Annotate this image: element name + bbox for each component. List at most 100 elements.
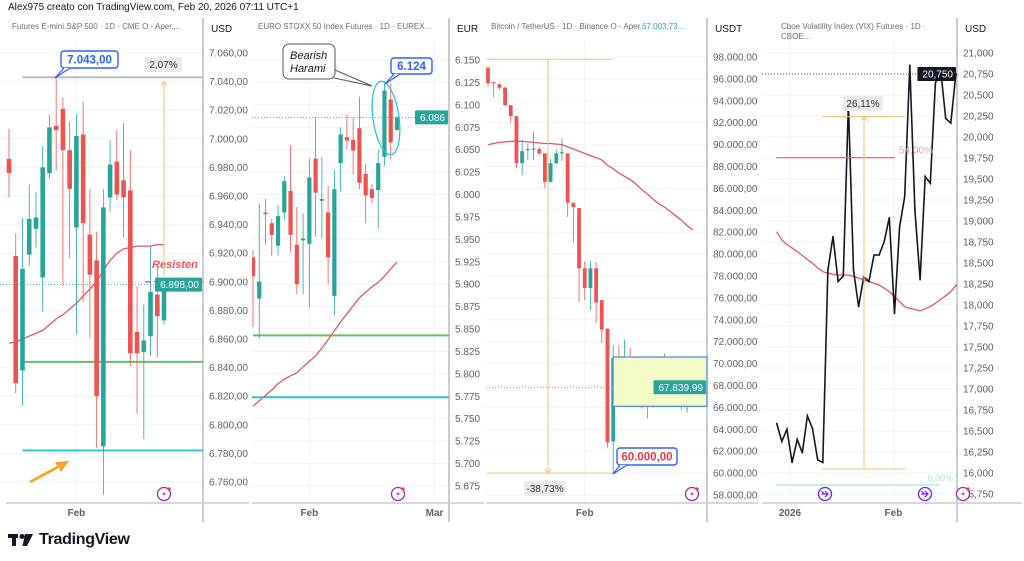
harami-highlight-ellipse[interactable]	[368, 80, 404, 157]
candle-down[interactable]	[594, 261, 599, 324]
candle-up[interactable]	[282, 176, 287, 221]
candle-down[interactable]	[537, 146, 542, 156]
candle-down[interactable]	[369, 183, 375, 204]
candle-down[interactable]	[53, 77, 59, 171]
low-callout-pointer	[612, 464, 628, 475]
candle-down[interactable]	[251, 250, 256, 328]
candle-down[interactable]	[121, 123, 126, 238]
candle-down[interactable]	[288, 145, 293, 252]
candle-down[interactable]	[94, 231, 99, 448]
lightning-icon[interactable]	[156, 486, 172, 502]
candle-down[interactable]	[13, 233, 19, 394]
candle-up[interactable]	[531, 131, 536, 160]
candle-down[interactable]	[543, 153, 547, 189]
candle-down[interactable]	[80, 101, 86, 302]
candle-down[interactable]	[263, 199, 268, 245]
panel-title-bitcoin[interactable]: Bitcoin / TetherUS · 1D · Binance O - Ap…	[491, 22, 696, 32]
plot-area[interactable]	[486, 65, 707, 474]
pattern-callout-box[interactable]	[282, 43, 336, 80]
candle-down[interactable]	[599, 300, 604, 343]
arrow-circle-icon[interactable]	[817, 486, 833, 502]
candle-down[interactable]	[134, 286, 140, 414]
candle-up[interactable]	[332, 170, 337, 316]
candle-down[interactable]	[87, 188, 93, 338]
candle-body	[525, 148, 530, 151]
candle-up[interactable]	[319, 156, 324, 239]
candle-down[interactable]	[357, 96, 362, 190]
chart-panel-1[interactable]: 6.150 6.125 6.100 6.075 6.050 6.025 6.000 5.975…	[251, 18, 484, 522]
candle-down[interactable]	[363, 164, 368, 224]
candle-down[interactable]	[6, 128, 12, 198]
candle-up[interactable]	[101, 188, 106, 495]
candle-down[interactable]	[388, 83, 393, 160]
candle-down[interactable]	[114, 130, 120, 201]
candle-down[interactable]	[571, 202, 576, 244]
chart-panel-3[interactable]: 21,000 20,750 20,500 20,250 20,000 19,750 19,5…	[762, 18, 1022, 522]
lightning-icon[interactable]	[955, 486, 971, 502]
candle-down[interactable]	[577, 208, 581, 303]
price-point	[903, 195, 906, 198]
candle-body	[269, 223, 274, 235]
candle-down[interactable]	[565, 153, 570, 217]
candle-up[interactable]	[107, 140, 113, 212]
plot-area[interactable]: Resisten	[0, 76, 203, 495]
candle-down[interactable]	[497, 83, 502, 90]
candle-up[interactable]	[74, 114, 79, 335]
price-line	[775, 65, 957, 464]
candle-down[interactable]	[344, 114, 349, 150]
candle-up[interactable]	[257, 203, 262, 339]
candle-up[interactable]	[40, 145, 45, 312]
candle-down[interactable]	[514, 116, 519, 168]
candle-down[interactable]	[326, 185, 331, 285]
candle-up[interactable]	[141, 304, 147, 440]
plot-area[interactable]	[251, 83, 449, 407]
tradingview-logo[interactable]: TradingView	[8, 531, 130, 549]
candle-down[interactable]	[67, 121, 72, 258]
candle-up[interactable]	[394, 116, 400, 131]
plot-area[interactable]	[762, 64, 964, 486]
high-callout-box[interactable]	[390, 57, 433, 75]
candle-down[interactable]	[503, 86, 507, 107]
candle-up[interactable]	[560, 138, 564, 162]
candle-up[interactable]	[554, 150, 559, 165]
candle-down[interactable]	[294, 207, 299, 295]
candle-up[interactable]	[525, 143, 530, 160]
chart-panel-2[interactable]: 98.000,00 96.000,00 94.000,00 92.000,00 90.0…	[486, 18, 758, 522]
candle-body	[565, 153, 570, 203]
candle-down[interactable]	[508, 105, 513, 123]
panel-title-sp500[interactable]: Futures E-mini S&P 500 · 1D · CME O - Ap…	[12, 22, 181, 31]
candle-up[interactable]	[376, 149, 381, 229]
chart-panel-0[interactable]: 7.060,00 7.040,00 7.020,00 7.000,00 6.980,00…	[0, 18, 249, 522]
panel-title-eurostoxx[interactable]: EURO STOXX 50 Index Futures · 1D · EUREX…	[258, 22, 432, 31]
candle-up[interactable]	[520, 140, 525, 176]
candle-down[interactable]	[605, 328, 610, 448]
candle-up[interactable]	[275, 205, 281, 256]
candle-down[interactable]	[128, 150, 133, 367]
candle-up[interactable]	[148, 246, 153, 357]
candle-up[interactable]	[338, 127, 343, 192]
candle-down[interactable]	[491, 82, 496, 98]
high-callout-box[interactable]	[60, 50, 119, 69]
candle-body	[369, 189, 375, 199]
candle-up[interactable]	[26, 184, 32, 267]
candle-up[interactable]	[47, 114, 52, 179]
candle-down[interactable]	[60, 97, 66, 287]
candle-up[interactable]	[307, 158, 312, 308]
candle-up[interactable]	[300, 213, 306, 295]
candle-down[interactable]	[351, 117, 356, 175]
lightning-icon[interactable]	[684, 486, 700, 502]
candle-down[interactable]	[486, 65, 490, 87]
candle-up[interactable]	[33, 191, 39, 248]
orange-arrow-icon[interactable]	[29, 461, 69, 483]
candle-up[interactable]	[548, 158, 553, 183]
lightning-icon[interactable]	[390, 486, 406, 502]
panel-title-vix[interactable]: Cboe Volatility Index (VIX) Futures · 1D…	[781, 22, 926, 41]
low-callout-box[interactable]	[616, 447, 678, 466]
candle-down[interactable]	[313, 117, 318, 237]
candle-up[interactable]	[588, 260, 593, 310]
candle-down[interactable]	[582, 261, 587, 301]
candle-down[interactable]	[269, 218, 274, 256]
arrow-circle-icon[interactable]	[917, 486, 933, 502]
candle-up[interactable]	[20, 217, 25, 407]
